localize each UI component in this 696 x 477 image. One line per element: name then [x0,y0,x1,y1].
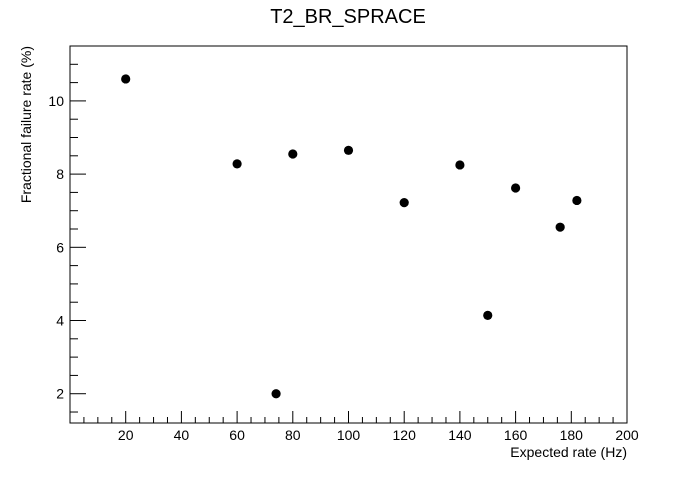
x-tick-label: 40 [174,427,190,443]
y-tick-label: 6 [56,239,64,255]
axis-ticks-layer [70,45,628,423]
plot-frame [69,45,628,424]
y-axis-title: Fractional failure rate (%) [18,46,34,203]
data-point [232,159,242,169]
x-tick-label: 140 [448,427,472,443]
data-point [555,222,565,232]
x-tick-label: 100 [337,427,361,443]
data-point [343,145,354,155]
y-tick-label: 10 [48,93,64,109]
x-tick-label: 120 [393,427,417,443]
x-tick-label: 180 [560,427,584,443]
x-axis-title: Expected rate (Hz) [510,444,627,460]
data-points-layer [121,74,582,399]
x-tick-label: 200 [615,427,639,443]
x-tick-label: 60 [229,427,245,443]
y-tick-label: 4 [56,313,64,329]
data-point [455,160,465,170]
data-point [510,183,521,193]
data-point [483,310,493,320]
x-tick-label: 80 [285,427,301,443]
data-point [572,195,582,206]
plot-frame-layer [69,45,628,424]
data-point [288,149,298,159]
x-tick-label: 20 [118,427,134,443]
y-tick-label: 8 [56,166,64,182]
data-point [271,389,281,399]
chart-title: T2_BR_SPRACE [270,6,426,28]
data-point [121,74,131,84]
data-point [399,198,409,208]
tick-labels-layer: 20 40 60 80 100 120 140 160 180 200 2 4 6 8 10 [48,93,638,443]
y-tick-label: 2 [56,386,64,402]
x-tick-label: 160 [504,427,528,443]
